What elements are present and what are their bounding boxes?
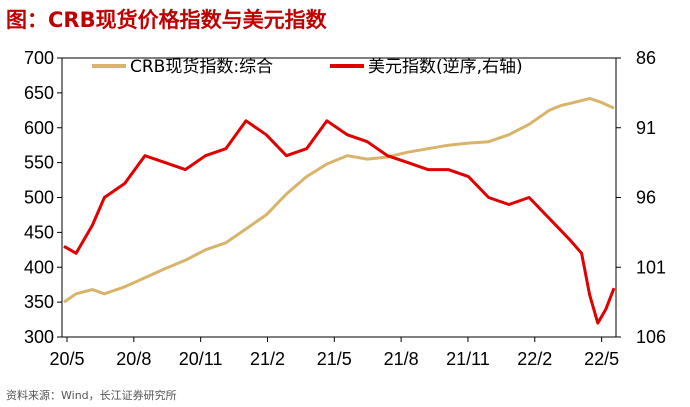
x-tick-label: 21/5 xyxy=(317,349,352,369)
left-tick-label: 550 xyxy=(24,153,54,173)
legend: CRB现货指数:综合 美元指数(逆序,右轴) xyxy=(92,57,523,77)
x-tick-label: 22/5 xyxy=(584,349,619,369)
left-tick-label: 300 xyxy=(24,327,54,347)
left-tick-label: 400 xyxy=(24,257,54,277)
right-tick-label: 106 xyxy=(636,327,666,347)
left-tick-label: 350 xyxy=(24,292,54,312)
x-axis: 20/5 20/8 20/11 21/2 21/5 21/8 21/11 22/2 22/5 xyxy=(49,337,619,369)
crb-series-line xyxy=(63,97,615,304)
x-tick-label: 21/11 xyxy=(446,349,490,369)
left-axis: 300 350 400 450 500 550 600 650 700 xyxy=(24,48,62,347)
right-tick-label: 91 xyxy=(636,118,656,138)
right-axis: 86 91 96 101 106 xyxy=(616,48,666,347)
left-tick-label: 650 xyxy=(24,83,54,103)
right-tick-label: 96 xyxy=(636,188,656,208)
x-tick-label: 20/11 xyxy=(179,349,223,369)
right-tick-label: 101 xyxy=(636,257,666,277)
left-tick-label: 700 xyxy=(24,48,54,68)
right-tick-label: 86 xyxy=(636,48,656,68)
x-tick-label: 20/8 xyxy=(116,349,151,369)
x-tick-label: 21/2 xyxy=(250,349,285,369)
x-tick-label: 20/5 xyxy=(49,349,84,369)
series-layer xyxy=(63,97,616,325)
usd-series-line xyxy=(63,119,616,325)
x-tick-label: 22/2 xyxy=(517,349,552,369)
left-tick-label: 500 xyxy=(24,188,54,208)
legend-label: CRB现货指数:综合 xyxy=(130,57,273,77)
legend-label: 美元指数(逆序,右轴) xyxy=(368,57,523,77)
x-tick-label: 21/8 xyxy=(384,349,419,369)
chart-title: 图：CRB现货价格指数与美元指数 xyxy=(6,8,327,32)
plot-frame xyxy=(61,57,617,338)
left-tick-label: 600 xyxy=(24,118,54,138)
left-tick-label: 450 xyxy=(24,222,54,242)
source-note: 资料来源：Wind，长江证券研究所 xyxy=(6,389,177,402)
